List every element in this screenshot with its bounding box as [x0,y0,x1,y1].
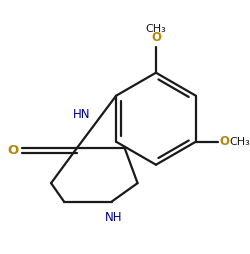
Text: O: O [8,144,19,156]
Text: HN: HN [73,108,90,121]
Text: CH₃: CH₃ [145,24,166,34]
Text: CH₃: CH₃ [228,137,249,147]
Text: NH: NH [104,211,122,224]
Text: O: O [150,31,160,44]
Text: O: O [219,135,229,148]
